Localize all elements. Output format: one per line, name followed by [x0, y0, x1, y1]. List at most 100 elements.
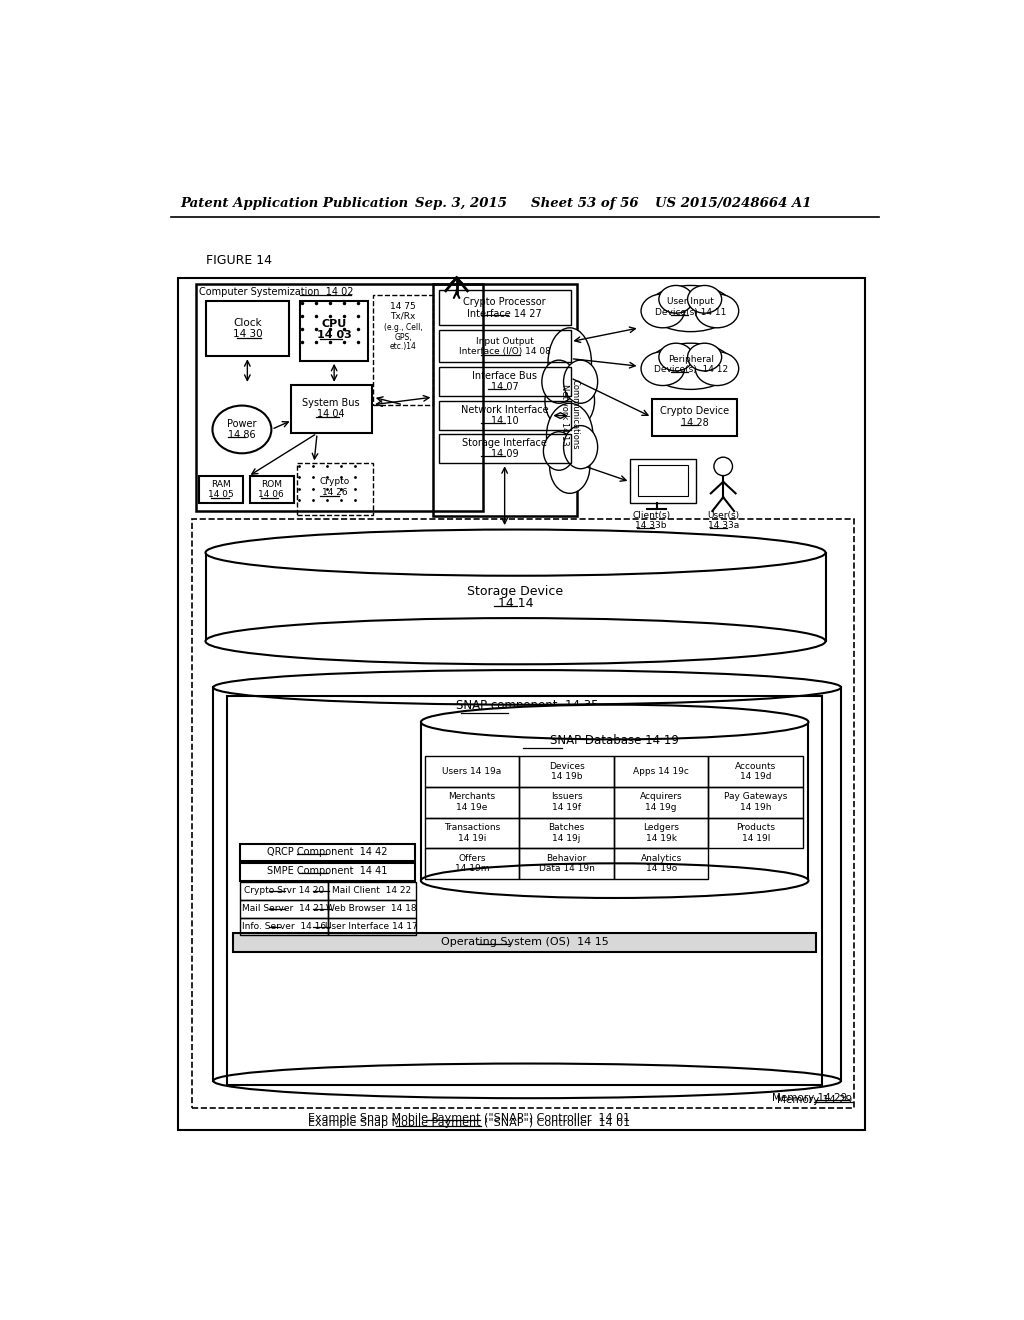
Text: ROM
14 06: ROM 14 06 — [258, 479, 285, 499]
Text: Clock
14 30: Clock 14 30 — [232, 318, 262, 339]
Bar — [519, 787, 614, 817]
Text: Patent Application Publication: Patent Application Publication — [180, 197, 409, 210]
Text: QRCP Component  14 42: QRCP Component 14 42 — [267, 847, 387, 857]
Text: Crypto Srvr 14 20: Crypto Srvr 14 20 — [244, 886, 324, 895]
Bar — [630, 459, 696, 503]
Text: Tx/Rx: Tx/Rx — [390, 312, 416, 321]
Bar — [438, 401, 570, 430]
Text: User Input
Device(s) 14 11: User Input Device(s) 14 11 — [655, 297, 726, 317]
Ellipse shape — [206, 529, 825, 576]
Text: Input Output
Interface (I/O) 14 08: Input Output Interface (I/O) 14 08 — [459, 337, 551, 356]
Bar — [425, 787, 519, 817]
Text: Storage Interface
14 09: Storage Interface 14 09 — [462, 438, 547, 459]
Bar — [614, 817, 709, 849]
Ellipse shape — [547, 404, 593, 469]
Ellipse shape — [213, 671, 841, 705]
Ellipse shape — [695, 294, 738, 327]
Bar — [438, 290, 570, 326]
Text: Example Snap Mobile Payment ("SNAP") Controller  14 01: Example Snap Mobile Payment ("SNAP") Con… — [308, 1118, 630, 1129]
Text: Issuers
14 19f: Issuers 14 19f — [551, 792, 583, 812]
Ellipse shape — [563, 360, 598, 404]
Ellipse shape — [548, 327, 592, 397]
Bar — [328, 917, 416, 936]
Bar — [328, 900, 416, 917]
Bar — [241, 882, 328, 900]
Bar — [438, 367, 570, 396]
Bar — [297, 463, 373, 515]
Bar — [241, 900, 328, 917]
Text: 14 75: 14 75 — [390, 302, 416, 310]
Bar — [438, 330, 570, 363]
Text: User(s)
14 33a: User(s) 14 33a — [708, 511, 739, 531]
Text: Sheet 53 of 56: Sheet 53 of 56 — [531, 197, 639, 210]
Text: Example Snap Mobile Payment ("SNAP") Controller  14 01: Example Snap Mobile Payment ("SNAP") Con… — [308, 1113, 630, 1123]
Text: (e.g., Cell,: (e.g., Cell, — [384, 323, 423, 333]
Bar — [709, 817, 803, 849]
Text: SNAP Database 14 19: SNAP Database 14 19 — [550, 734, 679, 747]
Bar — [250, 477, 294, 503]
Bar — [197, 284, 483, 511]
Text: Acquirers
14 19g: Acquirers 14 19g — [640, 792, 683, 812]
Text: GPS,: GPS, — [394, 333, 412, 342]
Text: Info. Server  14 16: Info. Server 14 16 — [242, 921, 326, 931]
Text: Offers
14 19m: Offers 14 19m — [455, 854, 489, 874]
Text: SNAP component  14 35: SNAP component 14 35 — [456, 698, 598, 711]
Bar — [519, 756, 614, 787]
Text: FIGURE 14: FIGURE 14 — [206, 253, 271, 267]
Text: Peripheral
Device(s)  14 12: Peripheral Device(s) 14 12 — [653, 355, 728, 375]
Bar — [652, 399, 737, 436]
Bar — [438, 434, 570, 463]
Ellipse shape — [206, 618, 825, 664]
Text: etc.)14: etc.)14 — [390, 342, 417, 351]
Text: Users 14 19a: Users 14 19a — [442, 767, 502, 776]
Bar — [519, 849, 614, 879]
Text: Devices
14 19b: Devices 14 19b — [549, 762, 585, 781]
Text: Computer Systemization  14 02: Computer Systemization 14 02 — [200, 288, 354, 297]
Ellipse shape — [544, 432, 574, 470]
Bar — [373, 296, 433, 405]
Bar — [241, 863, 415, 880]
Text: User Interface 14 17: User Interface 14 17 — [325, 921, 418, 931]
Bar — [191, 519, 854, 1107]
Ellipse shape — [641, 351, 684, 385]
Text: Storage Device: Storage Device — [467, 585, 563, 598]
Bar — [709, 756, 803, 787]
Text: Batches
14 19j: Batches 14 19j — [549, 824, 585, 842]
Bar — [433, 284, 577, 516]
Text: Network Interface
14 10: Network Interface 14 10 — [461, 405, 549, 426]
Bar — [178, 277, 865, 1130]
Text: 14 14: 14 14 — [498, 597, 534, 610]
Bar — [300, 301, 369, 360]
Text: SMPE Component  14 41: SMPE Component 14 41 — [267, 866, 387, 876]
Ellipse shape — [550, 440, 590, 494]
Bar — [227, 696, 822, 1085]
Text: US 2015/0248664 A1: US 2015/0248664 A1 — [655, 197, 811, 210]
Text: RAM
14 05: RAM 14 05 — [208, 479, 233, 499]
Ellipse shape — [658, 343, 693, 371]
Text: Mail Client  14 22: Mail Client 14 22 — [332, 886, 411, 895]
Ellipse shape — [641, 294, 684, 327]
Bar — [709, 787, 803, 817]
Bar — [328, 882, 416, 900]
Bar — [614, 849, 709, 879]
Text: Operating System (OS)  14 15: Operating System (OS) 14 15 — [441, 937, 608, 948]
Text: Sep. 3, 2015: Sep. 3, 2015 — [415, 197, 507, 210]
Text: Interface Bus
14 07: Interface Bus 14 07 — [472, 371, 538, 392]
Ellipse shape — [213, 1064, 841, 1098]
Ellipse shape — [648, 285, 733, 331]
Text: System Bus
14 04: System Bus 14 04 — [302, 397, 359, 420]
Text: Ledgers
14 19k: Ledgers 14 19k — [643, 824, 679, 842]
Text: Memory 14 29: Memory 14 29 — [777, 1096, 853, 1105]
Ellipse shape — [687, 343, 722, 371]
Text: Communications
Network 14 13: Communications Network 14 13 — [560, 379, 580, 450]
Bar — [614, 756, 709, 787]
Ellipse shape — [658, 285, 693, 313]
Ellipse shape — [421, 705, 809, 739]
Text: Pay Gateways
14 19h: Pay Gateways 14 19h — [724, 792, 787, 812]
Text: Crypto Device
14 28: Crypto Device 14 28 — [659, 407, 729, 428]
Bar — [241, 917, 328, 936]
Text: CPU
14 03: CPU 14 03 — [316, 318, 351, 341]
Ellipse shape — [695, 351, 738, 385]
Bar — [233, 933, 816, 952]
Ellipse shape — [421, 863, 809, 898]
